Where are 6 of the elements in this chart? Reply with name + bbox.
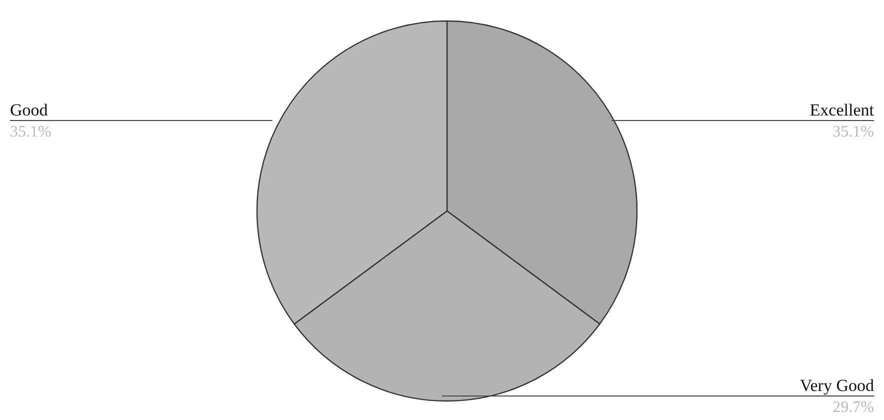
data-label: 35.1% [832,123,874,140]
data-label: 29.7% [832,399,874,416]
slice-label: Excellent [810,100,874,120]
slice-label: Very Good [800,376,874,395]
data-label: 35.1% [10,123,52,140]
slice-label: Good [10,100,48,120]
